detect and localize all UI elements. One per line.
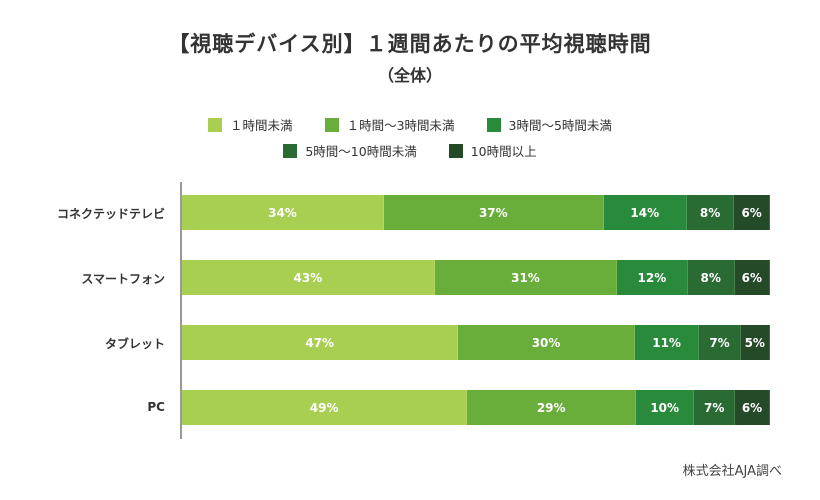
data-label: 11%	[652, 335, 681, 350]
bar-segment: 8%	[686, 195, 735, 230]
bar-segment: 6%	[734, 195, 770, 230]
bar-segment: 6%	[734, 260, 770, 295]
category-label: コネクテッドテレビ	[56, 207, 165, 221]
bar-segment: 8%	[687, 260, 735, 295]
data-label: 31%	[511, 270, 540, 285]
legend-item: １時間未満	[208, 115, 293, 134]
legend-label: 3時間〜5時間未満	[508, 118, 612, 133]
bar-segment: 7%	[694, 390, 736, 425]
bar-segment: 30%	[458, 325, 635, 360]
data-label: 7%	[709, 335, 730, 350]
category-label: タブレット	[104, 337, 165, 351]
bar-segment: 37%	[383, 195, 604, 230]
data-label: 6%	[741, 205, 762, 220]
legend-swatch	[486, 117, 501, 132]
data-label: 49%	[309, 400, 339, 415]
data-label: 10%	[650, 400, 680, 415]
bar-segment: 34%	[182, 195, 384, 230]
data-label: 7%	[703, 400, 725, 415]
source-note: 株式会社AJA調べ	[682, 464, 782, 479]
chart-subtitle: （全体）	[377, 66, 442, 85]
legend-swatch	[324, 117, 339, 132]
data-label: 47%	[305, 335, 335, 350]
legend-label: １時間未満	[230, 118, 293, 133]
data-label: 14%	[630, 205, 660, 220]
data-label: 29%	[536, 400, 566, 415]
bar-segment: 11%	[634, 325, 700, 360]
chart-title: 【視聴デバイス別】１週間あたりの平均視聴時間	[168, 32, 652, 56]
legend-swatch	[283, 143, 298, 158]
data-label: 34%	[268, 205, 297, 220]
bar-segment: 49%	[182, 390, 468, 425]
bar-segment: 14%	[603, 195, 687, 230]
legend-row-2: 5時間〜10時間未満 10時間以上	[0, 141, 820, 160]
legend-label: 5時間〜10時間未満	[305, 144, 417, 159]
data-label: 30%	[531, 335, 561, 350]
bar-segment: 12%	[617, 260, 688, 295]
bar-segment: 6%	[735, 390, 770, 425]
stacked-bar: 43% 31% 12% 8% 6%	[182, 260, 770, 295]
legend-label: 10時間以上	[470, 144, 537, 159]
bar-segment: 31%	[434, 260, 618, 295]
y-axis-line	[180, 182, 182, 439]
stacked-bar: 49% 29% 10% 7% 6%	[182, 390, 770, 425]
bar-segment: 47%	[182, 325, 459, 360]
legend-label: １時間〜3時間未満	[346, 118, 455, 133]
data-label: 6%	[741, 400, 763, 415]
legend-item: 10時間以上	[448, 141, 537, 160]
category-label: スマートフォン	[81, 272, 165, 286]
stacked-bar: 34% 37% 14% 8% 6%	[182, 195, 770, 230]
legend-item: 5時間〜10時間未満	[283, 141, 417, 160]
data-label: 8%	[699, 205, 721, 220]
legend-swatch	[448, 143, 463, 158]
legend-item: １時間〜3時間未満	[324, 115, 455, 134]
legend-swatch	[208, 117, 223, 132]
legend-item: 3時間〜5時間未満	[486, 115, 612, 134]
category-label: PC	[147, 400, 165, 414]
bar-segment: 29%	[467, 390, 637, 425]
legend-row-1: １時間未満 １時間〜3時間未満 3時間〜5時間未満	[0, 115, 820, 134]
data-label: 37%	[478, 205, 508, 220]
data-label: 12%	[637, 270, 667, 285]
bar-segment: 43%	[182, 260, 435, 295]
data-label: 43%	[293, 270, 323, 285]
data-label: 5%	[744, 335, 765, 350]
bar-segment: 5%	[740, 325, 770, 360]
data-label: 8%	[700, 270, 721, 285]
stacked-bar: 47% 30% 11% 7% 5%	[182, 325, 770, 360]
bar-segment: 7%	[699, 325, 741, 360]
data-label: 6%	[741, 270, 762, 285]
bar-segment: 10%	[636, 390, 695, 425]
